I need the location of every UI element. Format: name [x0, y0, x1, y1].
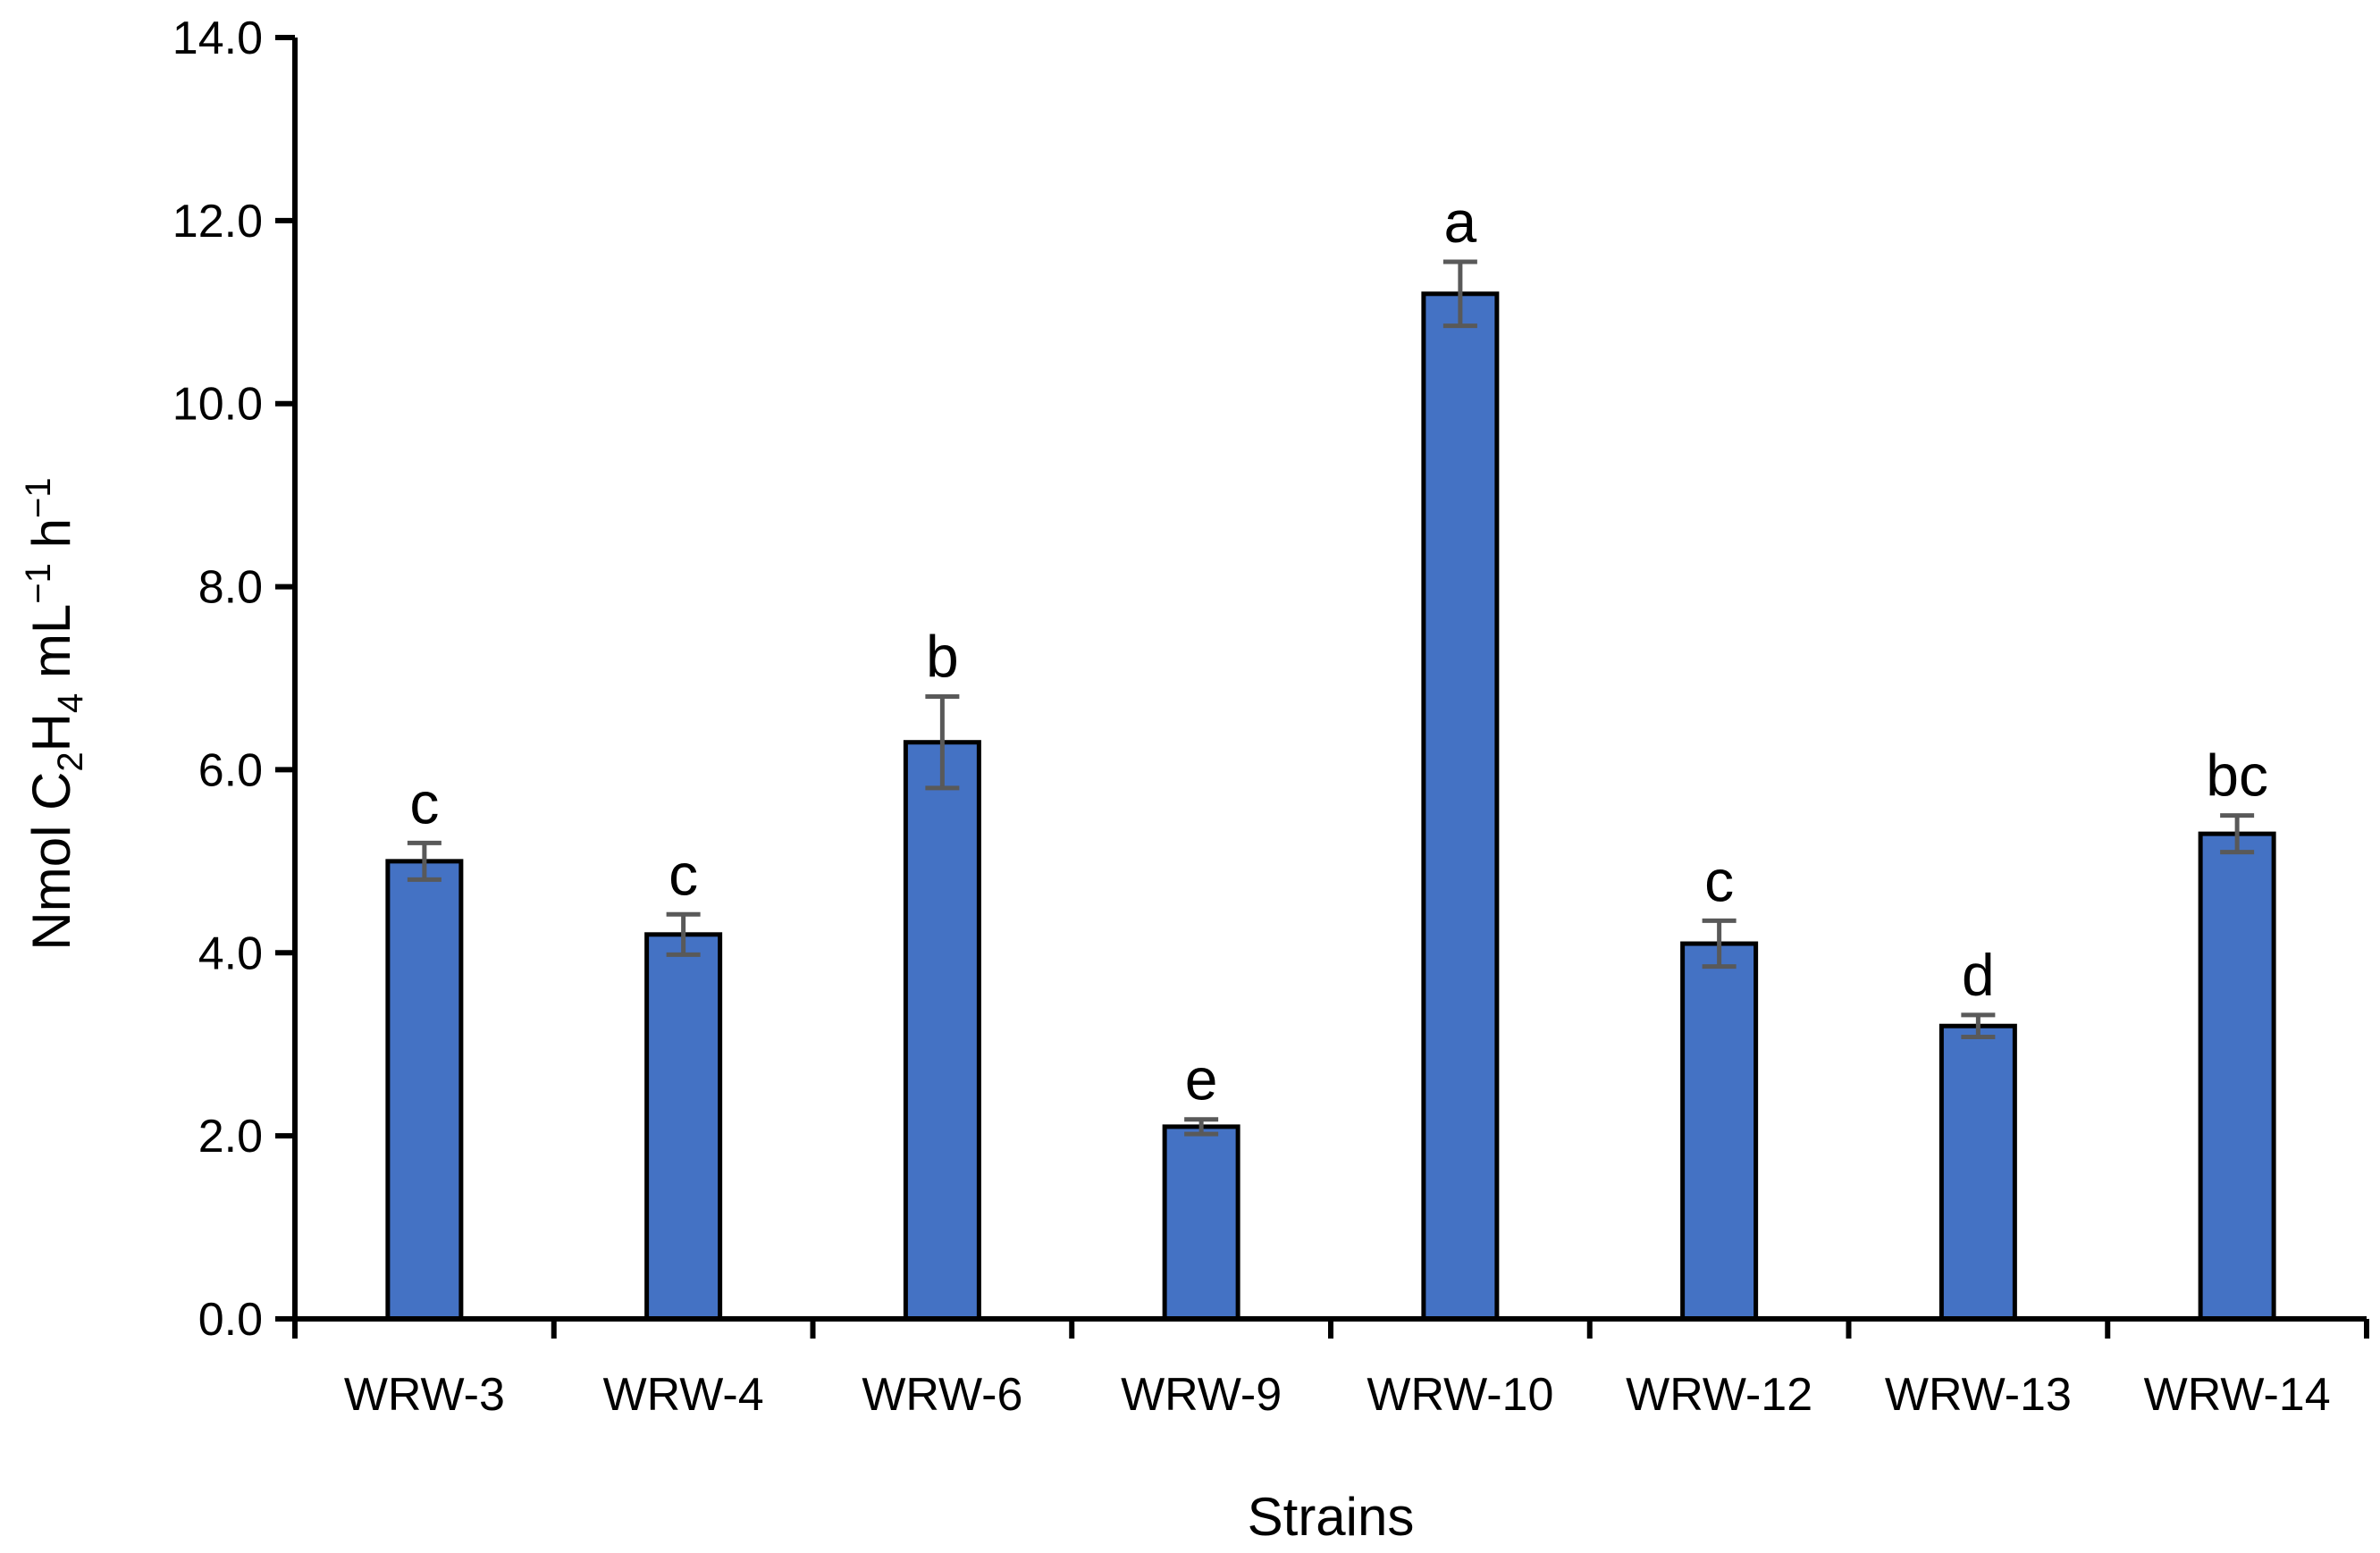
error-bar [1702, 918, 1737, 970]
y-tick-label: 6.0 [198, 744, 263, 796]
bar [1680, 941, 1759, 1322]
axes-layer [292, 38, 2367, 1322]
x-ticks-layer: WRW-3 WRW-4 WRW-6 WRW-9 WRW-10 WRW-12 WRW-13 WR… [292, 1319, 2369, 1421]
y-tick-label: 10.0 [172, 379, 263, 431]
y-tick-label: 12.0 [172, 196, 263, 248]
x-tick-label: WRW-9 [1121, 1369, 1282, 1421]
bar [1938, 1023, 2017, 1322]
bars-layer [385, 291, 2276, 1322]
significance-labels-layer: c c b e a c d bc [409, 189, 2268, 1112]
bar [903, 740, 981, 1322]
y-axis-title-sub1: 2 [51, 751, 90, 771]
y-axis-title-mid2: mL [21, 604, 81, 693]
x-tick-label: WRW-12 [1626, 1369, 1812, 1421]
x-tick-label: WRW-4 [603, 1369, 764, 1421]
significance-letter: b [926, 623, 959, 689]
error-bar [1442, 259, 1477, 329]
y-tick-label: 14.0 [172, 13, 263, 64]
error-bar [925, 693, 960, 791]
x-tick-label: WRW-3 [344, 1369, 505, 1421]
error-bar [1961, 1012, 1996, 1040]
error-bar [407, 840, 442, 882]
significance-letter: a [1444, 189, 1477, 255]
significance-letter: bc [2206, 743, 2268, 809]
bar [385, 859, 464, 1322]
x-tick-label: WRW-10 [1367, 1369, 1553, 1421]
bar [1421, 291, 1500, 1322]
y-axis-title-mid3: h [21, 518, 81, 563]
bar [2198, 831, 2276, 1322]
y-tick-label: 0.0 [198, 1294, 263, 1346]
significance-letter: c [669, 841, 698, 907]
significance-letter: d [1962, 942, 1995, 1008]
significance-letter: e [1185, 1046, 1218, 1112]
y-ticks-layer: 0.0 2.0 4.0 6.0 8.0 10.0 12.0 14.0 [172, 13, 295, 1346]
y-tick-label: 4.0 [198, 928, 263, 979]
y-axis-title-sup2: −1 [19, 477, 58, 518]
x-axis-title: Strains [1248, 1487, 1415, 1547]
y-axis-title-mid1: H [21, 713, 81, 751]
error-bars-layer [407, 259, 2255, 1137]
y-axis-title: Nmol C2H4 mL−1 h−1 [19, 477, 90, 950]
y-axis-title-sup1: −1 [19, 563, 58, 604]
bar [644, 932, 723, 1322]
x-tick-label: WRW-13 [1885, 1369, 2072, 1421]
error-bar [2220, 813, 2255, 855]
bar [1162, 1124, 1240, 1322]
significance-letter: c [409, 769, 439, 835]
y-tick-label: 2.0 [198, 1111, 263, 1163]
x-tick-label: WRW-6 [862, 1369, 1022, 1421]
y-tick-label: 8.0 [198, 562, 263, 614]
error-bar [666, 911, 701, 957]
significance-letter: c [1704, 847, 1734, 913]
error-bar [1184, 1117, 1219, 1137]
y-axis-title-sub2: 4 [51, 693, 90, 713]
x-tick-label: WRW-14 [2144, 1369, 2331, 1421]
y-axis-title-prefix: Nmol C [21, 772, 81, 951]
